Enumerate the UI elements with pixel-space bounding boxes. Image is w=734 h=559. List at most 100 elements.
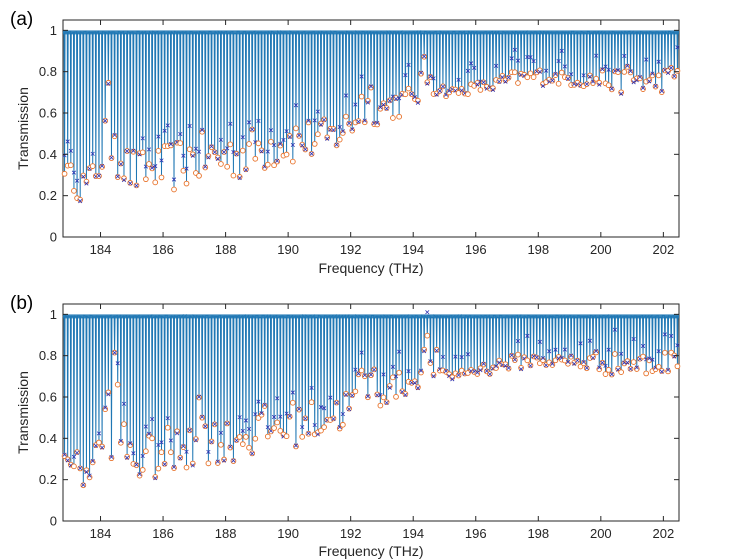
model-estimate-marker [193, 438, 198, 443]
fitted-dip-marker [421, 346, 428, 353]
fitted-dip-marker [474, 371, 481, 377]
model-estimate-marker [325, 136, 330, 141]
model-estimate-marker [672, 74, 677, 79]
model-estimate-marker [375, 393, 380, 398]
model-estimate-marker [246, 120, 252, 125]
model-estimate-marker [193, 146, 198, 151]
model-estimate-marker [271, 143, 277, 148]
baseline-band [63, 30, 679, 35]
model-estimate-marker [397, 96, 402, 101]
model-estimate-marker [90, 151, 95, 156]
x-tick-label: 190 [277, 526, 299, 541]
fitted-dip-marker [499, 72, 506, 79]
fitted-dip-marker [274, 158, 281, 165]
model-estimate-marker [171, 464, 177, 470]
x-tick-label: 198 [527, 526, 549, 541]
model-estimate-marker [450, 377, 455, 382]
fitted-dip-marker [415, 384, 421, 391]
model-estimate-marker [128, 441, 133, 446]
model-estimate-marker [250, 127, 255, 132]
fitted-dip-marker [662, 349, 668, 356]
model-estimate-marker [100, 445, 105, 450]
model-estimate-marker [378, 105, 383, 110]
model-estimate-marker [262, 402, 267, 407]
model-estimate-marker [409, 91, 414, 96]
y-tick-label: 0.8 [39, 348, 57, 363]
model-estimate-marker [531, 59, 536, 64]
model-estimate-marker [234, 152, 239, 157]
model-estimate-marker [525, 54, 530, 60]
fitted-dip-marker [214, 154, 221, 161]
model-estimate-marker [218, 430, 223, 435]
fitted-dip-marker [418, 70, 424, 77]
fitted-dip-marker [343, 113, 349, 120]
model-estimate-marker [606, 67, 611, 72]
fitted-dip-marker [314, 131, 321, 138]
fitted-dip-marker [71, 187, 77, 194]
fitted-dip-marker [508, 352, 515, 359]
model-estimate-marker [225, 421, 230, 426]
fitted-dip-marker [271, 162, 277, 169]
fitted-dip-marker [377, 105, 384, 112]
model-estimate-marker [171, 177, 177, 182]
model-estimate-marker [412, 95, 417, 100]
model-estimate-marker [472, 65, 477, 70]
model-estimate-marker [359, 350, 364, 355]
model-estimate-marker [103, 405, 108, 410]
model-estimate-marker [600, 360, 605, 365]
model-estimate-marker [115, 361, 120, 366]
model-estimate-marker [118, 438, 123, 444]
model-estimate-marker [165, 123, 170, 128]
axes-box [62, 19, 680, 238]
model-estimate-marker [575, 358, 580, 363]
model-estimate-marker [384, 400, 389, 405]
model-estimate-marker [653, 83, 658, 89]
fitted-dip-marker [627, 69, 634, 76]
y-tick-label: 0.4 [39, 431, 57, 446]
fitted-dip-marker [452, 86, 459, 93]
model-estimate-marker [306, 118, 311, 123]
fitted-dip-marker [261, 403, 268, 409]
fitted-dip-marker [590, 353, 596, 360]
fitted-dip-marker [396, 369, 402, 376]
model-estimate-marker [215, 459, 220, 464]
model-estimate-marker [240, 428, 245, 433]
fitted-dip-marker [386, 383, 393, 389]
model-estimate-marker [200, 414, 205, 419]
fitted-dip-marker [121, 175, 127, 182]
model-estimate-marker [74, 178, 80, 183]
model-estimate-marker [121, 177, 127, 183]
fitted-dip-marker [596, 366, 603, 373]
transmission-trace [62, 313, 680, 486]
model-estimate-marker [569, 353, 574, 358]
model-estimate-marker [343, 392, 349, 397]
model-estimate-marker [340, 411, 345, 417]
fitted-dip-marker [549, 362, 556, 368]
fitted-dip-marker [665, 368, 671, 375]
fitted-dip-marker [380, 394, 387, 401]
model-estimate-marker [465, 68, 471, 73]
fitted-dip-marker [258, 147, 265, 154]
model-estimate-marker [440, 84, 446, 89]
fitted-dip-marker [67, 162, 74, 169]
model-estimate-marker [453, 354, 458, 359]
fitted-dip-marker [365, 394, 371, 401]
model-estimate-marker [322, 406, 327, 411]
fitted-dip-marker [515, 80, 521, 86]
model-estimate-marker [590, 355, 596, 361]
fitted-dip-marker [102, 406, 109, 413]
x-tick-label: 200 [590, 526, 612, 541]
fitted-dip-marker [255, 140, 262, 147]
model-estimate-marker [340, 129, 345, 134]
model-estimate-marker [537, 339, 542, 344]
fitted-dip-marker [340, 130, 346, 136]
fitted-dip-marker [164, 424, 171, 431]
fitted-dip-marker [552, 357, 559, 364]
model-estimate-marker [134, 183, 139, 188]
model-estimate-marker [403, 73, 408, 78]
model-estimate-marker [387, 98, 392, 103]
model-estimate-marker [162, 128, 167, 133]
model-estimate-marker [221, 149, 227, 155]
fitted-dip-marker [208, 144, 215, 151]
fitted-dip-marker [89, 163, 96, 169]
